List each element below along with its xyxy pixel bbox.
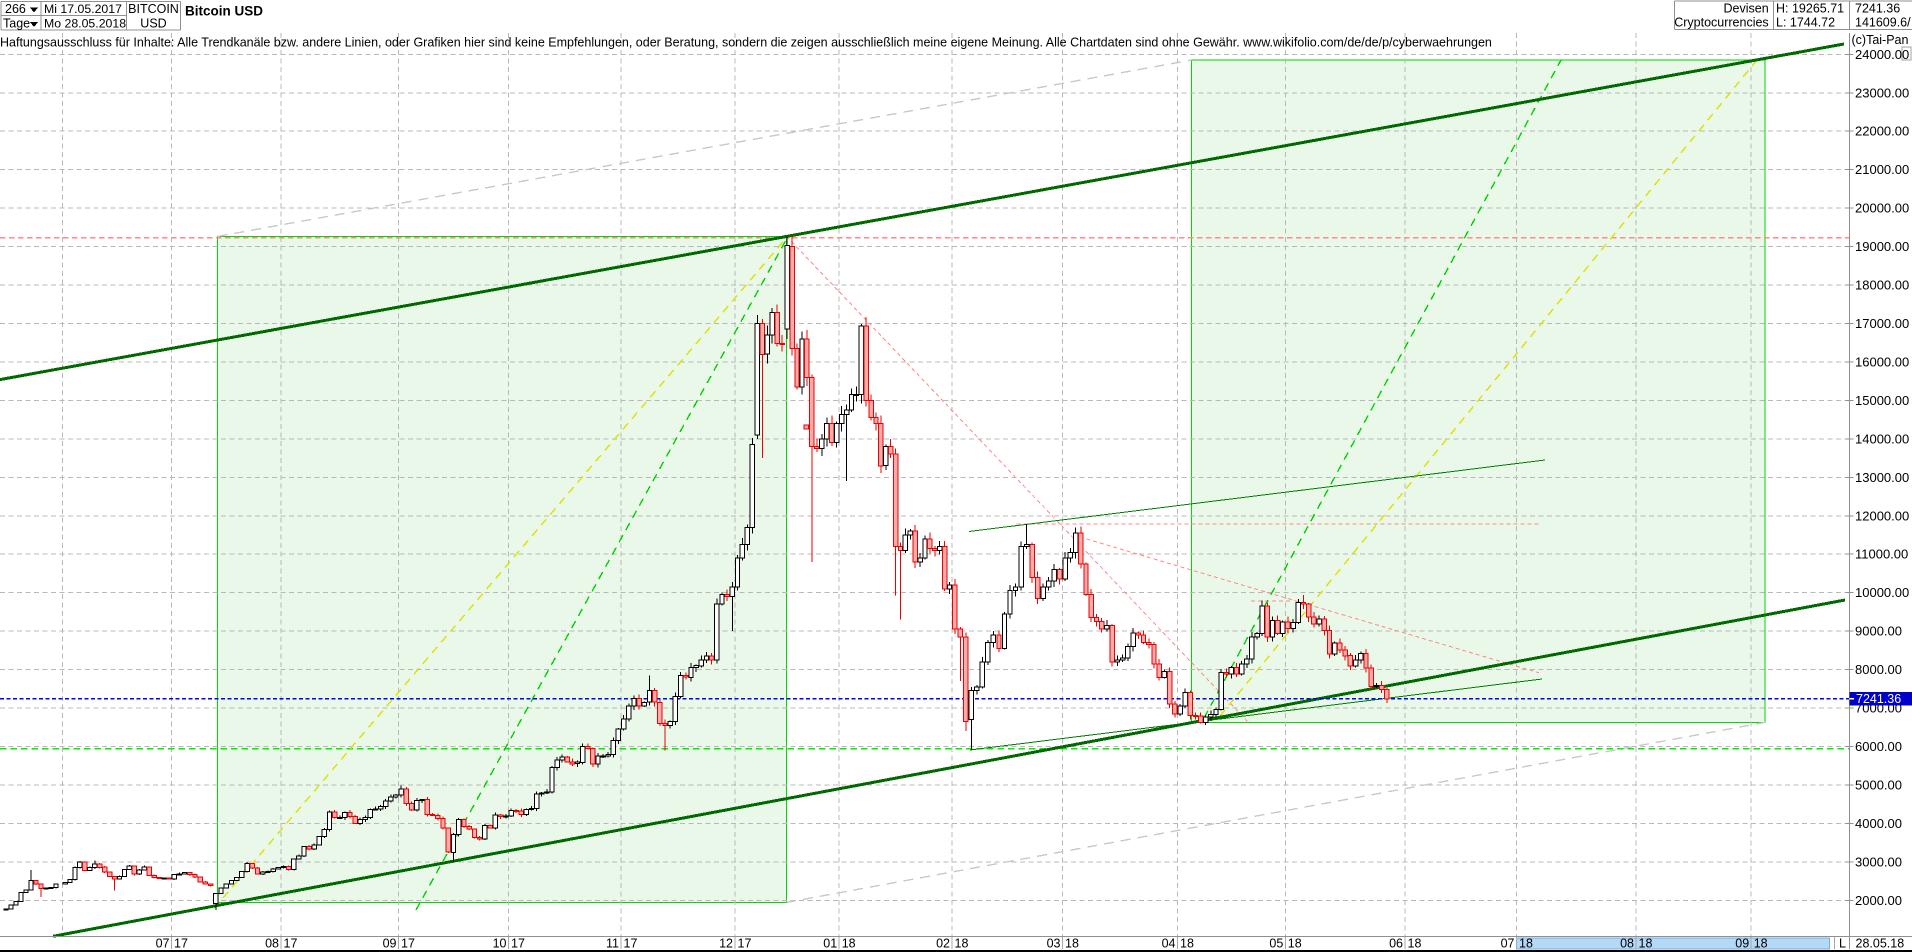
svg-text:2000.00: 2000.00	[1855, 893, 1902, 908]
svg-text:18: 18	[1408, 937, 1422, 951]
svg-text:09: 09	[1735, 937, 1749, 951]
svg-text:24000.00: 24000.00	[1855, 47, 1909, 62]
svg-text:21000.00: 21000.00	[1855, 162, 1909, 177]
svg-text:02: 02	[936, 937, 950, 951]
svg-text:18: 18	[1180, 937, 1194, 951]
svg-text:266: 266	[5, 2, 26, 16]
svg-text:9000.00: 9000.00	[1855, 624, 1902, 639]
svg-text:16000.00: 16000.00	[1855, 354, 1909, 369]
svg-text:11: 11	[606, 937, 619, 951]
svg-text:05: 05	[1269, 937, 1283, 951]
svg-text:USD: USD	[140, 17, 166, 31]
svg-text:5000.00: 5000.00	[1855, 777, 1902, 792]
svg-text:7241.36: 7241.36	[1856, 692, 1901, 706]
svg-text:4000.00: 4000.00	[1855, 816, 1902, 831]
svg-text:28.05.18: 28.05.18	[1856, 937, 1905, 951]
svg-text:L: L	[1839, 937, 1846, 951]
svg-text:10000.00: 10000.00	[1855, 585, 1909, 600]
svg-text:BITCOIN: BITCOIN	[128, 2, 179, 16]
svg-text:03: 03	[1047, 937, 1061, 951]
svg-text:07: 07	[1501, 937, 1515, 951]
svg-text:Haftungsausschluss für Inhalte: Haftungsausschluss für Inhalte: Alle Tre…	[0, 36, 1492, 50]
svg-text:12: 12	[719, 937, 733, 951]
svg-text:18000.00: 18000.00	[1855, 278, 1909, 293]
svg-text:17: 17	[738, 937, 752, 951]
svg-text:Tage: Tage	[3, 17, 30, 31]
svg-text:3000.00: 3000.00	[1855, 854, 1902, 869]
svg-text:Mo 28.05.2018: Mo 28.05.2018	[44, 17, 126, 31]
svg-text:Bitcoin USD: Bitcoin USD	[185, 4, 263, 19]
svg-text:01: 01	[823, 937, 837, 951]
svg-text:17: 17	[624, 937, 638, 951]
svg-text:10: 10	[493, 937, 507, 951]
svg-text:08: 08	[265, 937, 279, 951]
svg-text:17: 17	[401, 937, 415, 951]
svg-text:L: 1744.72: L: 1744.72	[1776, 15, 1835, 29]
svg-text:Mi 17.05.2017: Mi 17.05.2017	[44, 2, 122, 16]
svg-text:17000.00: 17000.00	[1855, 316, 1909, 331]
svg-text:09: 09	[383, 937, 397, 951]
svg-text:Cryptocurrencies: Cryptocurrencies	[1674, 15, 1768, 29]
svg-text:19000.00: 19000.00	[1855, 239, 1909, 254]
svg-text:8000.00: 8000.00	[1855, 662, 1902, 677]
svg-text:17: 17	[174, 937, 188, 951]
svg-text:08: 08	[1620, 937, 1634, 951]
svg-text:Devisen: Devisen	[1724, 1, 1769, 15]
svg-text:18: 18	[1519, 937, 1533, 951]
svg-text:18: 18	[1065, 937, 1079, 951]
svg-text:7241.36: 7241.36	[1855, 1, 1900, 15]
svg-text:141609.6/: 141609.6/	[1855, 15, 1911, 29]
svg-text:07: 07	[156, 937, 170, 951]
svg-text:22000.00: 22000.00	[1855, 124, 1909, 139]
svg-text:04: 04	[1162, 937, 1176, 951]
svg-text:14000.00: 14000.00	[1855, 431, 1909, 446]
svg-text:20000.00: 20000.00	[1855, 201, 1909, 216]
svg-text:13000.00: 13000.00	[1855, 470, 1909, 485]
svg-text:15000.00: 15000.00	[1855, 393, 1909, 408]
svg-text:(c)Tai-Pan: (c)Tai-Pan	[1852, 33, 1909, 47]
svg-text:06: 06	[1389, 937, 1403, 951]
svg-text:18: 18	[955, 937, 969, 951]
svg-text:11000.00: 11000.00	[1855, 547, 1908, 562]
svg-text:18: 18	[1754, 937, 1768, 951]
svg-text:6000.00: 6000.00	[1855, 739, 1902, 754]
svg-text:17: 17	[284, 937, 298, 951]
svg-text:H: 19265.71: H: 19265.71	[1776, 1, 1844, 15]
svg-text:23000.00: 23000.00	[1855, 85, 1909, 100]
svg-text:18: 18	[1639, 937, 1653, 951]
svg-text:18: 18	[1288, 937, 1302, 951]
svg-text:17: 17	[511, 937, 525, 951]
svg-text:12000.00: 12000.00	[1855, 508, 1909, 523]
svg-text:18: 18	[842, 937, 856, 951]
